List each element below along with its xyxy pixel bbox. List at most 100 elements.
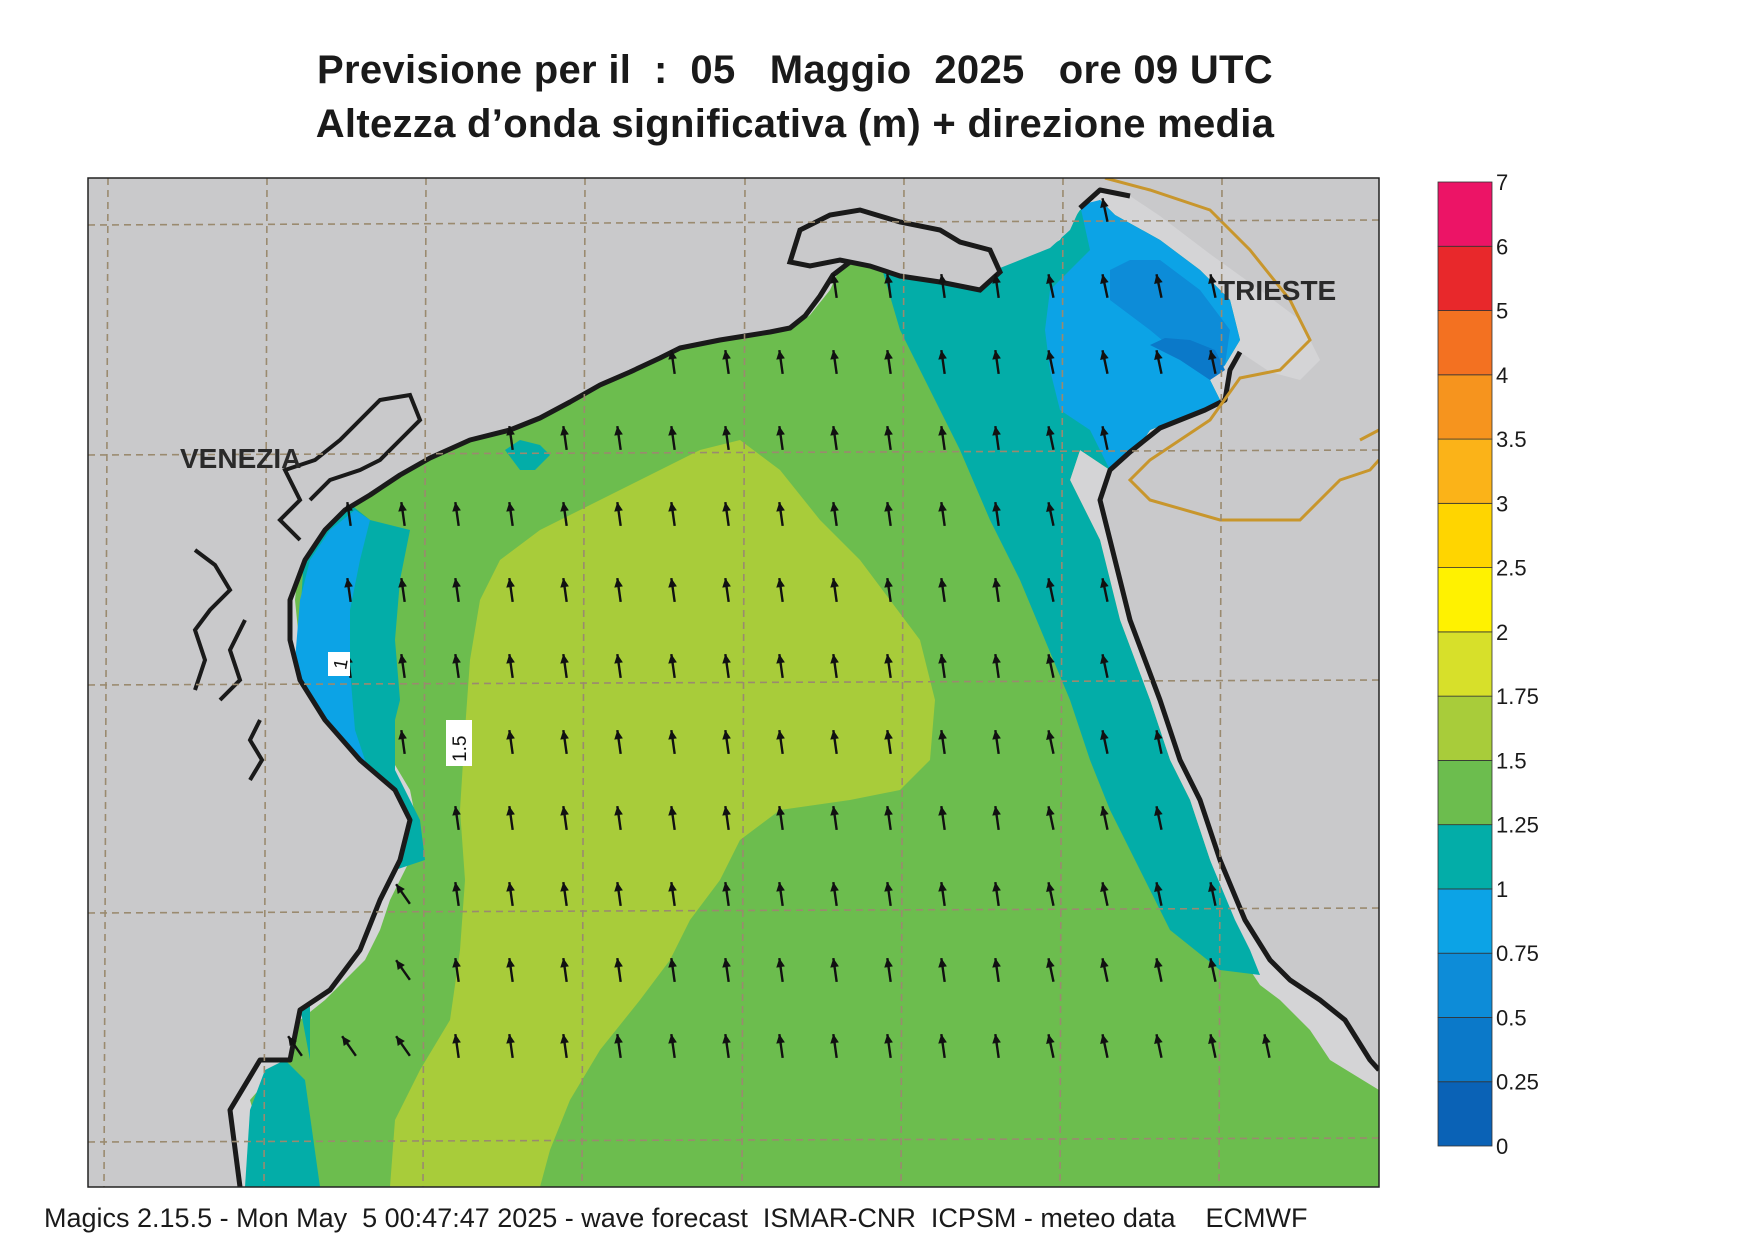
- direction-arrow-head: [938, 806, 947, 816]
- direction-arrow-head: [722, 502, 731, 512]
- direction-arrow-head: [884, 578, 893, 588]
- direction-arrow-head: [1046, 882, 1055, 892]
- contour-label-1: 1: [328, 652, 353, 676]
- direction-arrow-head: [452, 806, 461, 816]
- direction-arrow-head: [614, 730, 623, 740]
- direction-arrow-head: [938, 730, 947, 740]
- direction-arrow-head: [614, 882, 623, 892]
- city-label-trieste: TRIESTE: [1218, 275, 1336, 306]
- direction-arrow-head: [344, 578, 353, 588]
- direction-arrow-head: [992, 502, 1001, 512]
- coastline: [227, 260, 852, 1187]
- direction-arrow-head: [560, 1034, 569, 1044]
- direction-arrow-head: [1046, 578, 1055, 588]
- legend-tick-label: 0.5: [1496, 1005, 1527, 1030]
- direction-arrow-head: [560, 502, 569, 512]
- direction-arrow-head: [884, 426, 893, 436]
- city-label-venezia: VENEZIA: [180, 443, 301, 474]
- legend-tick-label: 0.75: [1496, 941, 1539, 966]
- direction-arrow-head: [722, 958, 731, 968]
- legend-swatch: [1437, 374, 1493, 440]
- direction-arrow-head: [1154, 274, 1163, 284]
- direction-arrow-head: [1208, 274, 1217, 284]
- map-frame-content: 1 1.5: [88, 178, 1379, 1187]
- direction-arrow-head: [668, 426, 677, 436]
- direction-arrow-head: [938, 274, 947, 284]
- direction-arrow-head: [776, 882, 785, 892]
- direction-arrow-head: [668, 578, 677, 588]
- direction-arrow-head: [722, 882, 731, 892]
- direction-arrow-head: [342, 1036, 351, 1047]
- direction-arrow-head: [830, 578, 839, 588]
- direction-arrow-head: [992, 350, 1001, 360]
- forecast-title: Previsione per il : 05 Maggio 2025 ore 0…: [317, 48, 1273, 92]
- direction-arrow-head: [1154, 806, 1163, 816]
- direction-arrow-head: [668, 350, 677, 360]
- direction-arrow-head: [938, 1034, 947, 1044]
- legend-swatch: [1437, 760, 1493, 826]
- direction-arrow-head: [1262, 1034, 1271, 1044]
- direction-arrow-head: [830, 730, 839, 740]
- direction-arrow-head: [506, 1034, 515, 1044]
- direction-arrow-head: [722, 1034, 731, 1044]
- svg-text:1.5: 1.5: [450, 736, 471, 762]
- direction-arrow-head: [506, 426, 515, 436]
- graticule: [88, 178, 1379, 1187]
- direction-arrow-head: [1100, 578, 1109, 588]
- direction-arrow-head: [776, 578, 785, 588]
- direction-arrow-head: [560, 654, 569, 664]
- direction-arrow-head: [938, 426, 947, 436]
- direction-arrow-head: [1154, 882, 1163, 892]
- direction-arrow-head: [614, 502, 623, 512]
- direction-arrow-head: [884, 502, 893, 512]
- legend-swatch: [1437, 824, 1493, 890]
- direction-arrow-head: [722, 654, 731, 664]
- direction-arrow-head: [344, 502, 353, 512]
- direction-arrow-head: [830, 426, 839, 436]
- coastline-east: [1078, 187, 1379, 1072]
- direction-arrow-head: [776, 350, 785, 360]
- direction-arrow-head: [1100, 730, 1109, 740]
- legend-tick-label: 2: [1496, 620, 1508, 645]
- legend-tick-label: 2.5: [1496, 556, 1527, 581]
- direction-arrow-head: [560, 578, 569, 588]
- direction-arrow-head: [830, 350, 839, 360]
- direction-arrow-head: [1100, 350, 1109, 360]
- legend-swatch: [1437, 181, 1493, 247]
- direction-arrow-head: [1208, 1034, 1217, 1044]
- wave-direction-arrows: [287, 198, 1271, 1059]
- direction-arrow-head: [1154, 958, 1163, 968]
- direction-arrow-head: [668, 730, 677, 740]
- direction-arrow-head: [452, 1034, 461, 1044]
- direction-arrow-head: [668, 654, 677, 664]
- contour-1-1.25-patch: [505, 440, 550, 470]
- direction-arrow-head: [668, 958, 677, 968]
- legend-tick-label: 0.25: [1496, 1070, 1539, 1095]
- direction-arrow-head: [396, 884, 405, 895]
- direction-arrow-head: [1154, 730, 1163, 740]
- direction-arrow-head: [830, 806, 839, 816]
- direction-arrow-head: [614, 426, 623, 436]
- direction-arrow-head: [992, 806, 1001, 816]
- direction-arrow-head: [398, 578, 407, 588]
- footer-credit: Magics 2.15.5 - Mon May 5 00:47:47 2025 …: [44, 1203, 1308, 1233]
- direction-arrow-head: [1100, 1034, 1109, 1044]
- direction-arrow-head: [776, 730, 785, 740]
- direction-arrow-head: [614, 958, 623, 968]
- direction-arrow-head: [1154, 1034, 1163, 1044]
- lagoon-islands: [192, 392, 423, 782]
- direction-arrow-head: [992, 958, 1001, 968]
- color-legend: 0 0.25 0.5 0.75 1 1.25 1.5 1.75 2 2.5 3 3.5 4 5 6 7: [1437, 170, 1539, 1159]
- direction-arrow-head: [1100, 882, 1109, 892]
- direction-arrow-head: [776, 1034, 785, 1044]
- direction-arrow-head: [1046, 958, 1055, 968]
- direction-arrow-head: [1100, 958, 1109, 968]
- direction-arrow-head: [1208, 958, 1217, 968]
- direction-arrow-head: [1100, 426, 1109, 436]
- contour-0.75-1-northeast: [1045, 200, 1240, 470]
- direction-arrow-head: [506, 654, 515, 664]
- contour-0.25-0.5: [1150, 338, 1225, 380]
- direction-arrow-head: [776, 806, 785, 816]
- legend-tick-label: 4: [1496, 363, 1508, 388]
